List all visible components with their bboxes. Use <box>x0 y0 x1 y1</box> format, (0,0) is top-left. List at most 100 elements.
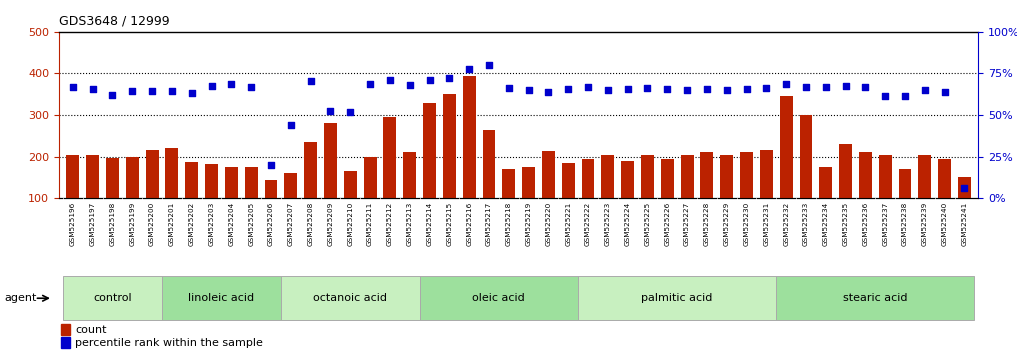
FancyBboxPatch shape <box>162 276 281 320</box>
Bar <box>820 167 832 198</box>
Point <box>105 92 121 98</box>
Text: GSM525239: GSM525239 <box>921 202 928 246</box>
Bar <box>839 144 852 198</box>
Point <box>937 89 953 95</box>
Bar <box>344 171 357 198</box>
Text: octanoic acid: octanoic acid <box>313 293 387 303</box>
Text: GSM525213: GSM525213 <box>407 202 413 246</box>
Text: GSM525217: GSM525217 <box>486 202 492 246</box>
Text: GSM525235: GSM525235 <box>843 202 848 246</box>
Bar <box>126 156 138 198</box>
Text: GSM525208: GSM525208 <box>307 202 313 246</box>
Text: GSM525226: GSM525226 <box>664 202 670 246</box>
Point <box>521 87 537 93</box>
Bar <box>364 156 376 198</box>
Bar <box>879 155 892 198</box>
Text: GSM525225: GSM525225 <box>645 202 651 246</box>
Bar <box>86 155 99 198</box>
Text: GSM525222: GSM525222 <box>585 202 591 246</box>
Point <box>818 84 834 90</box>
Bar <box>383 117 397 198</box>
Text: GSM525232: GSM525232 <box>783 202 789 246</box>
Point <box>679 87 696 93</box>
Bar <box>582 159 595 198</box>
Bar <box>185 162 198 198</box>
Point <box>65 84 81 90</box>
Point <box>659 86 675 92</box>
Bar <box>463 75 476 198</box>
FancyBboxPatch shape <box>578 276 776 320</box>
Bar <box>61 324 69 335</box>
Bar <box>760 150 773 198</box>
Bar <box>225 167 238 198</box>
Bar <box>720 155 733 198</box>
Bar <box>106 158 119 198</box>
Point <box>956 185 972 191</box>
FancyBboxPatch shape <box>63 276 162 320</box>
Bar <box>958 177 971 198</box>
Bar <box>166 148 178 198</box>
Text: stearic acid: stearic acid <box>843 293 907 303</box>
Bar <box>404 153 416 198</box>
Text: GSM525228: GSM525228 <box>704 202 710 246</box>
Point <box>124 88 140 94</box>
Point <box>798 84 815 90</box>
Text: GSM525214: GSM525214 <box>426 202 432 246</box>
Bar <box>502 169 516 198</box>
Point <box>778 81 794 87</box>
Point <box>243 84 259 90</box>
Point <box>857 84 874 90</box>
Text: GSM525241: GSM525241 <box>961 202 967 246</box>
Text: GSM525238: GSM525238 <box>902 202 908 246</box>
Bar <box>780 96 792 198</box>
Bar <box>285 173 297 198</box>
Text: GDS3648 / 12999: GDS3648 / 12999 <box>59 14 170 27</box>
Bar <box>621 161 634 198</box>
Bar <box>245 167 257 198</box>
Text: GSM525237: GSM525237 <box>882 202 888 246</box>
Text: GSM525212: GSM525212 <box>386 202 393 246</box>
Point <box>441 75 458 80</box>
Text: GSM525230: GSM525230 <box>743 202 750 246</box>
Point <box>540 89 556 95</box>
Bar <box>205 164 218 198</box>
Bar <box>859 153 872 198</box>
Text: GSM525231: GSM525231 <box>764 202 769 246</box>
Text: oleic acid: oleic acid <box>473 293 525 303</box>
Point <box>164 88 180 94</box>
Bar <box>601 155 614 198</box>
Text: palmitic acid: palmitic acid <box>642 293 713 303</box>
Bar <box>561 163 575 198</box>
Point <box>699 86 715 92</box>
Point <box>500 85 517 91</box>
Bar <box>482 130 495 198</box>
Text: GSM525204: GSM525204 <box>229 202 234 246</box>
Bar <box>264 179 278 198</box>
Text: agent: agent <box>4 293 37 303</box>
Bar <box>918 155 932 198</box>
Point <box>719 87 735 93</box>
Text: linoleic acid: linoleic acid <box>188 293 254 303</box>
Point <box>619 86 636 92</box>
Point <box>421 77 437 82</box>
Bar <box>641 155 654 198</box>
Text: GSM525205: GSM525205 <box>248 202 254 246</box>
Point <box>560 86 577 92</box>
Bar <box>442 94 456 198</box>
Point <box>342 109 358 115</box>
FancyBboxPatch shape <box>776 276 974 320</box>
Text: GSM525207: GSM525207 <box>288 202 294 246</box>
Bar <box>66 155 79 198</box>
Text: GSM525218: GSM525218 <box>505 202 512 246</box>
Text: GSM525233: GSM525233 <box>803 202 809 246</box>
Text: GSM525197: GSM525197 <box>89 202 96 246</box>
Point <box>580 84 596 90</box>
Point <box>600 87 616 93</box>
Text: GSM525224: GSM525224 <box>624 202 631 246</box>
FancyBboxPatch shape <box>420 276 578 320</box>
Point <box>897 93 913 99</box>
Point <box>759 85 775 91</box>
Text: GSM525240: GSM525240 <box>942 202 948 246</box>
Bar <box>304 142 317 198</box>
Text: GSM525227: GSM525227 <box>684 202 691 246</box>
